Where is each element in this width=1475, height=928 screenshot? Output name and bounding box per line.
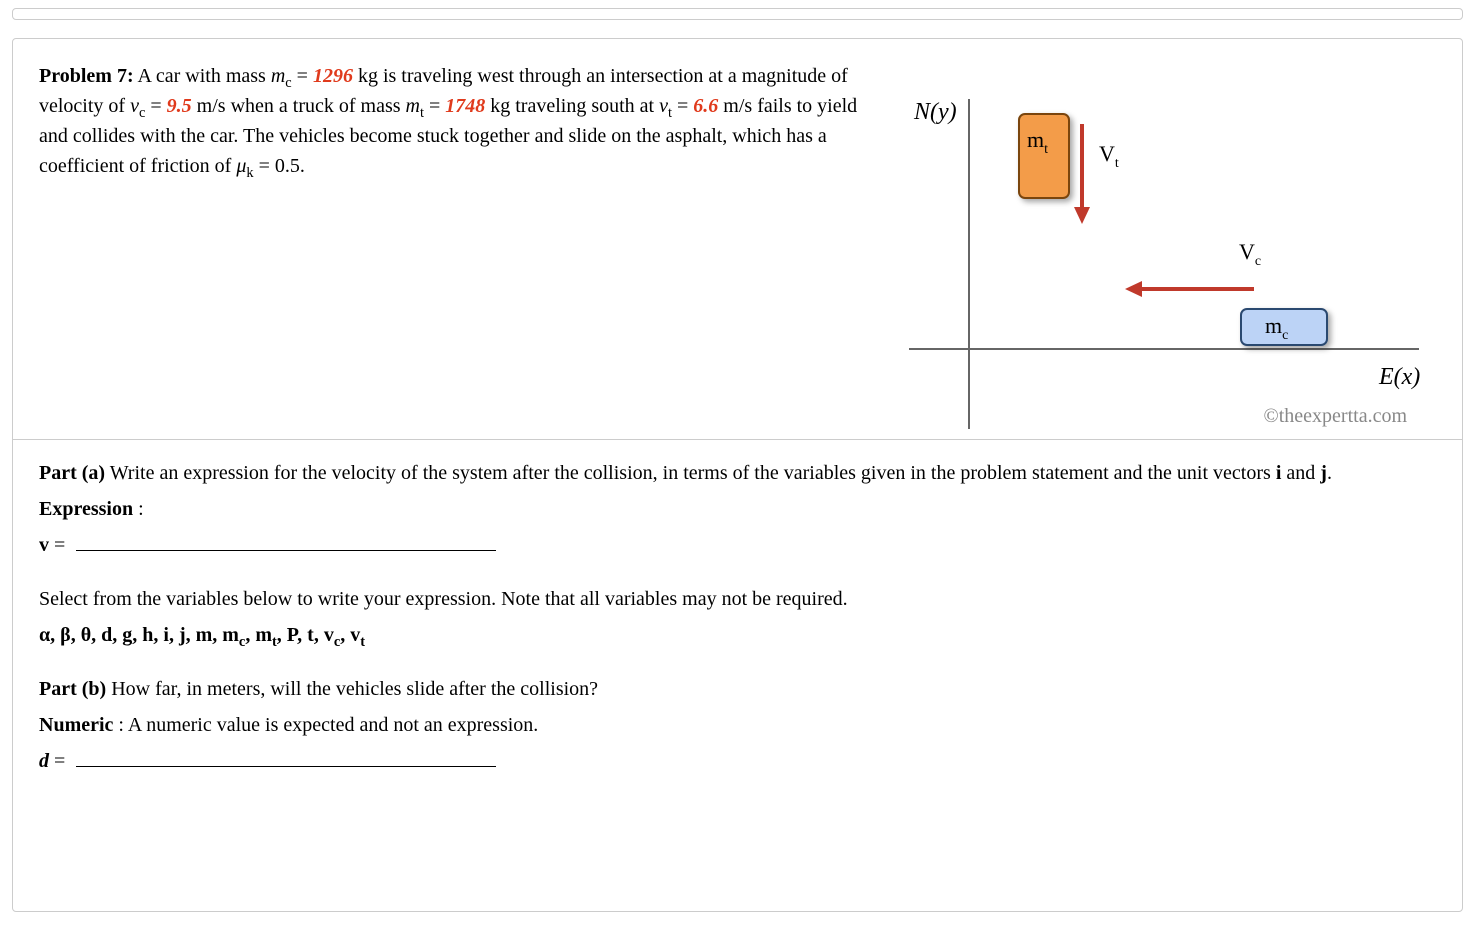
numeric-text: : A numeric value is expected and not an… bbox=[113, 714, 538, 736]
axis-label-ny: N(y) bbox=[913, 99, 957, 125]
part-b-text: How far, in meters, will the vehicles sl… bbox=[106, 678, 598, 700]
car-arrowhead-icon bbox=[1125, 281, 1142, 297]
d-symbol: d bbox=[39, 750, 49, 772]
value-vt: 6.6 bbox=[693, 95, 718, 117]
truck-arrowhead-icon bbox=[1074, 207, 1090, 224]
value-mt: 1748 bbox=[445, 95, 485, 117]
unit: kg bbox=[490, 95, 510, 117]
figure-area: N(y) E(x) mt Vt Vc mc bbox=[879, 39, 1439, 439]
numeric-label-row: Numeric : A numeric value is expected an… bbox=[39, 710, 1436, 740]
figure-svg: N(y) E(x) mt Vt Vc mc bbox=[879, 59, 1439, 439]
symbol-mc: m bbox=[271, 65, 285, 87]
symbol-mt: m bbox=[406, 95, 420, 117]
numeric-input-row: d = bbox=[39, 746, 1436, 776]
symbol-vc: v bbox=[130, 95, 139, 117]
eq: = bbox=[424, 95, 445, 117]
top-toolbar bbox=[12, 8, 1463, 20]
select-text: Select from the variables below to write… bbox=[39, 584, 1436, 614]
sub-k: k bbox=[246, 165, 253, 181]
vars-3: , P, t, v bbox=[277, 624, 334, 646]
truck-velocity-label: Vt bbox=[1099, 141, 1119, 171]
value-vc: 9.5 bbox=[167, 95, 192, 117]
part-a-label: Part (a) bbox=[39, 462, 105, 484]
part-a-block: Part (a) Write an expression for the vel… bbox=[39, 458, 1436, 488]
numeric-label: Numeric bbox=[39, 714, 113, 736]
unit: kg bbox=[358, 65, 378, 87]
value-mu: 0.5 bbox=[275, 155, 300, 177]
numeric-blank[interactable] bbox=[76, 746, 496, 767]
text: A car with mass bbox=[138, 65, 271, 87]
unit: m/s bbox=[197, 95, 226, 117]
page-root: Problem 7: A car with mass mc = 1296 kg … bbox=[0, 0, 1475, 928]
variable-list: α, β, θ, d, g, h, i, j, m, mc, mt, P, t,… bbox=[39, 620, 1436, 650]
problem-panel: Problem 7: A car with mass mc = 1296 kg … bbox=[12, 38, 1463, 912]
colon: : bbox=[133, 498, 144, 520]
problem-statement: Problem 7: A car with mass mc = 1296 kg … bbox=[13, 39, 879, 439]
car-velocity-label: Vc bbox=[1239, 239, 1261, 269]
and: and bbox=[1281, 462, 1320, 484]
copyright-label: ©theexpertta.com bbox=[1264, 401, 1407, 431]
expression-label-row: Expression : bbox=[39, 494, 1436, 524]
period: . bbox=[300, 155, 305, 177]
expression-input-row: v = bbox=[39, 530, 1436, 560]
expression-label: Expression bbox=[39, 498, 133, 520]
answers-section: Part (a) Write an expression for the vel… bbox=[13, 440, 1462, 802]
eq: = bbox=[292, 65, 313, 87]
symbol-mu: μ bbox=[236, 155, 246, 177]
eq: = bbox=[672, 95, 693, 117]
problem-title: Problem 7: bbox=[39, 65, 134, 87]
value-mc: 1296 bbox=[313, 65, 353, 87]
vars-2: , m bbox=[245, 624, 272, 646]
eq: = bbox=[145, 95, 166, 117]
problem-row: Problem 7: A car with mass mc = 1296 kg … bbox=[13, 39, 1462, 440]
eq: = bbox=[254, 155, 275, 177]
expression-blank[interactable] bbox=[76, 530, 496, 551]
text: when a truck of mass bbox=[226, 95, 406, 117]
part-a-text: Write an expression for the velocity of … bbox=[105, 462, 1276, 484]
equals: = bbox=[49, 534, 70, 556]
period: . bbox=[1327, 462, 1332, 484]
v-symbol: v bbox=[39, 534, 49, 556]
part-b-label: Part (b) bbox=[39, 678, 106, 700]
vars-1: α, β, θ, d, g, h, i, j, m, m bbox=[39, 624, 239, 646]
vars-4: , v bbox=[340, 624, 360, 646]
symbol-vt: v bbox=[659, 95, 668, 117]
axis-label-ex: E(x) bbox=[1378, 364, 1420, 390]
part-b-block: Part (b) How far, in meters, will the ve… bbox=[39, 674, 1436, 704]
equals: = bbox=[49, 750, 70, 772]
unit: m/s bbox=[723, 95, 752, 117]
text: traveling south at bbox=[510, 95, 659, 117]
vars-sub: t bbox=[360, 634, 365, 650]
unit-vector-j: j bbox=[1320, 462, 1327, 484]
